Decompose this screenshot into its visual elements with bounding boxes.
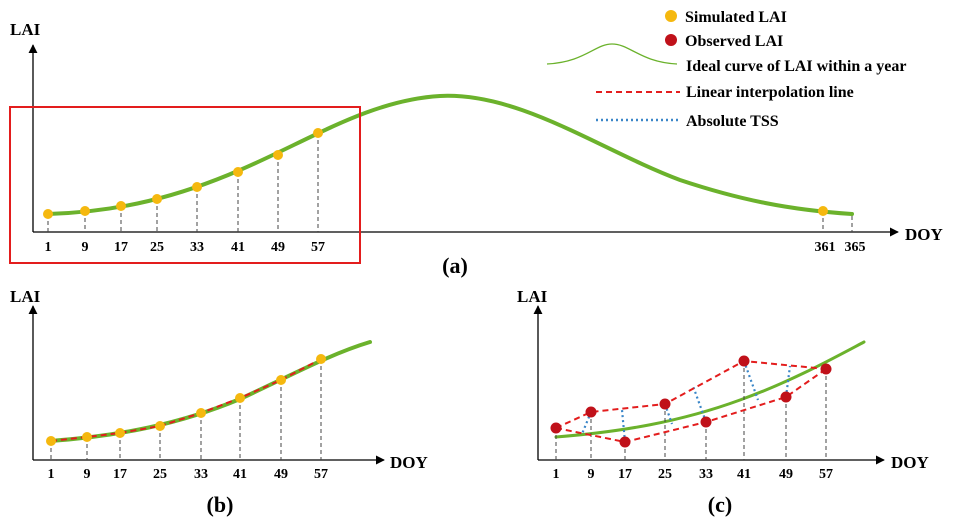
observed-point: [659, 398, 671, 410]
panel-a-drop-lines: [47, 133, 853, 232]
panel-c-x-label: DOY: [891, 453, 929, 472]
tss-line: [663, 403, 674, 425]
panel-b-simulated-points: [46, 354, 326, 446]
panel-a-y-label: LAI: [10, 20, 41, 39]
tick-label: 41: [233, 467, 247, 482]
panel-c-tick-labels: 1 9 17 25 33 41 49 57: [553, 467, 834, 482]
legend-simulated-marker: [665, 10, 677, 22]
observed-point: [700, 416, 712, 428]
panel-c-y-label: LAI: [517, 287, 548, 306]
tick-label: 17: [113, 467, 127, 482]
tick-label: 361: [815, 240, 836, 255]
tick-label: 25: [658, 467, 672, 482]
tick-label: 25: [153, 467, 167, 482]
tick-label: 41: [737, 467, 751, 482]
panel-a-simulated-points: [43, 128, 828, 219]
panel-b-tick-labels: 1 9 17 25 33 41 49 57: [48, 467, 329, 482]
simulated-point: [82, 432, 92, 442]
legend-simulated-label: Simulated LAI: [685, 9, 787, 26]
panel-b-x-label: DOY: [390, 453, 428, 472]
legend-ideal-marker: [546, 43, 678, 65]
observed-point: [820, 363, 832, 375]
simulated-point: [80, 206, 90, 216]
panel-b-drop-lines: [50, 359, 322, 460]
tick-label: 1: [45, 240, 52, 255]
simulated-point: [316, 354, 326, 364]
panel-a-x-label: DOY: [905, 225, 943, 244]
panel-b-y-label: LAI: [10, 287, 41, 306]
tick-label: 33: [194, 467, 208, 482]
legend-observed-marker: [665, 34, 677, 46]
legend: Simulated LAI Observed LAI Ideal curve o…: [546, 9, 906, 130]
legend-observed-label: Observed LAI: [685, 33, 783, 50]
tss-line: [742, 360, 760, 401]
highlight-box: [9, 106, 361, 264]
simulated-point: [235, 393, 245, 403]
tick-label: 49: [274, 467, 288, 482]
tick-label: 9: [82, 240, 89, 255]
tick-label: 57: [819, 467, 833, 482]
panel-c-ideal-curve: [554, 340, 866, 439]
tick-label: 1: [553, 467, 560, 482]
panel-b: LAI DOY 1 9 17 25: [10, 287, 428, 517]
simulated-point: [116, 201, 126, 211]
tick-label: 57: [314, 467, 328, 482]
tick-label: 49: [779, 467, 793, 482]
observed-point: [585, 406, 597, 418]
tss-line: [691, 385, 708, 423]
simulated-point: [273, 150, 283, 160]
tick-label: 17: [114, 240, 128, 255]
ideal-curve: [46, 93, 854, 216]
simulated-point: [115, 428, 125, 438]
observed-point: [550, 422, 562, 434]
simulated-point: [196, 408, 206, 418]
tick-label: 33: [699, 467, 713, 482]
tick-label: 17: [618, 467, 632, 482]
panel-b-interp-line: [50, 358, 322, 442]
tick-label: 49: [271, 240, 285, 255]
legend-ideal-label: Ideal curve of LAI within a year: [686, 58, 906, 75]
panel-a: LAI DOY 1 9: [9, 20, 943, 278]
panel-b-label: (b): [207, 492, 234, 517]
panel-a-tick-labels: 1 9 17 25 33 41 49 57 361 365: [45, 240, 866, 255]
tick-label: 25: [150, 240, 164, 255]
simulated-point: [46, 436, 56, 446]
tick-label: 33: [190, 240, 204, 255]
simulated-point: [233, 167, 243, 177]
simulated-point: [818, 206, 828, 216]
observed-point: [619, 436, 631, 448]
simulated-point: [155, 421, 165, 431]
tick-label: 57: [311, 240, 325, 255]
tick-label: 365: [845, 240, 866, 255]
tick-label: 41: [231, 240, 245, 255]
tick-label: 1: [48, 467, 55, 482]
legend-linear-label: Linear interpolation line: [686, 84, 854, 101]
simulated-point: [192, 182, 202, 192]
observed-point: [780, 391, 792, 403]
simulated-point: [43, 209, 53, 219]
panel-c-observed-points: [550, 355, 832, 448]
legend-tss-label: Absolute TSS: [686, 113, 779, 130]
simulated-point: [313, 128, 323, 138]
tick-label: 9: [84, 467, 91, 482]
tick-label: 9: [588, 467, 595, 482]
tss-line: [580, 411, 593, 435]
panel-c: LAI DOY: [517, 287, 929, 517]
simulated-point: [276, 375, 286, 385]
panel-a-label: (a): [442, 253, 468, 278]
simulated-point: [152, 194, 162, 204]
panel-c-label: (c): [708, 492, 732, 517]
observed-point: [738, 355, 750, 367]
